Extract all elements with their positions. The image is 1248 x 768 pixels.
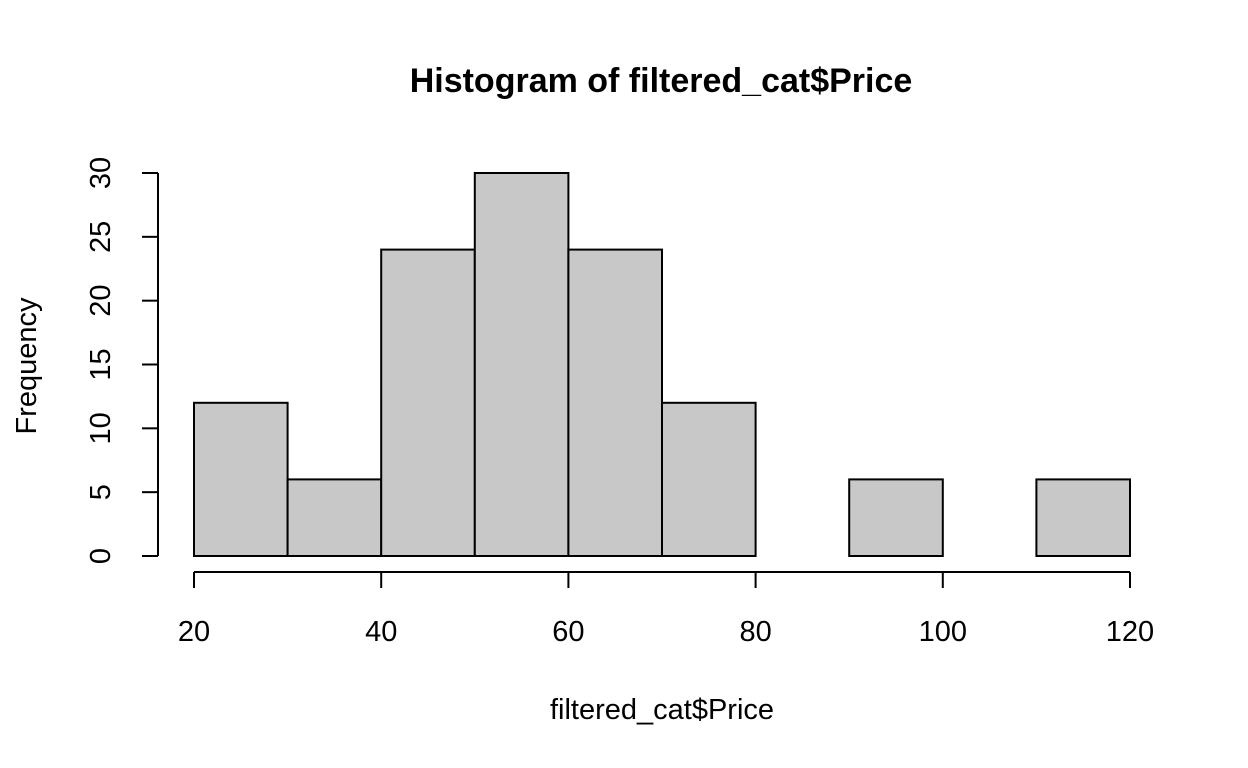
histogram-bar-70-80 (661, 401, 757, 557)
x-axis: 20 40 60 80 100 120 (178, 571, 1154, 648)
y-tick-label-15: 15 (85, 348, 117, 380)
histogram-bar-30-40 (286, 478, 383, 557)
histogram-bar-20-30 (193, 401, 289, 557)
x-axis-title: filtered_cat$Price (550, 694, 774, 726)
y-axis-title: Frequency (11, 297, 43, 435)
x-tick-label-20: 20 (178, 616, 210, 648)
histogram-bar-60-70 (567, 248, 664, 557)
y-tick-label-20: 20 (85, 285, 117, 317)
x-tick-label-60: 60 (552, 616, 584, 648)
histogram-bar-90-100 (848, 478, 944, 557)
x-tick-label-40: 40 (365, 616, 397, 648)
x-tick-label-120: 120 (1106, 616, 1154, 648)
histogram-bar-40-50 (380, 248, 476, 557)
x-tick-label-80: 80 (739, 616, 771, 648)
y-tick-label-5: 5 (85, 484, 117, 500)
bars-group (193, 172, 1132, 557)
y-tick-label-30: 30 (85, 157, 117, 189)
y-tick-label-10: 10 (85, 412, 117, 444)
y-tick-label-0: 0 (85, 548, 117, 564)
chart-title: Histogram of filtered_cat$Price (410, 62, 913, 100)
y-tick-label-25: 25 (85, 221, 117, 253)
x-tick-label-100: 100 (919, 616, 967, 648)
y-axis: 0 5 10 15 20 25 30 (85, 157, 159, 564)
histogram-bar-50-60 (473, 172, 570, 557)
histogram-bar-110-120 (1035, 478, 1132, 557)
